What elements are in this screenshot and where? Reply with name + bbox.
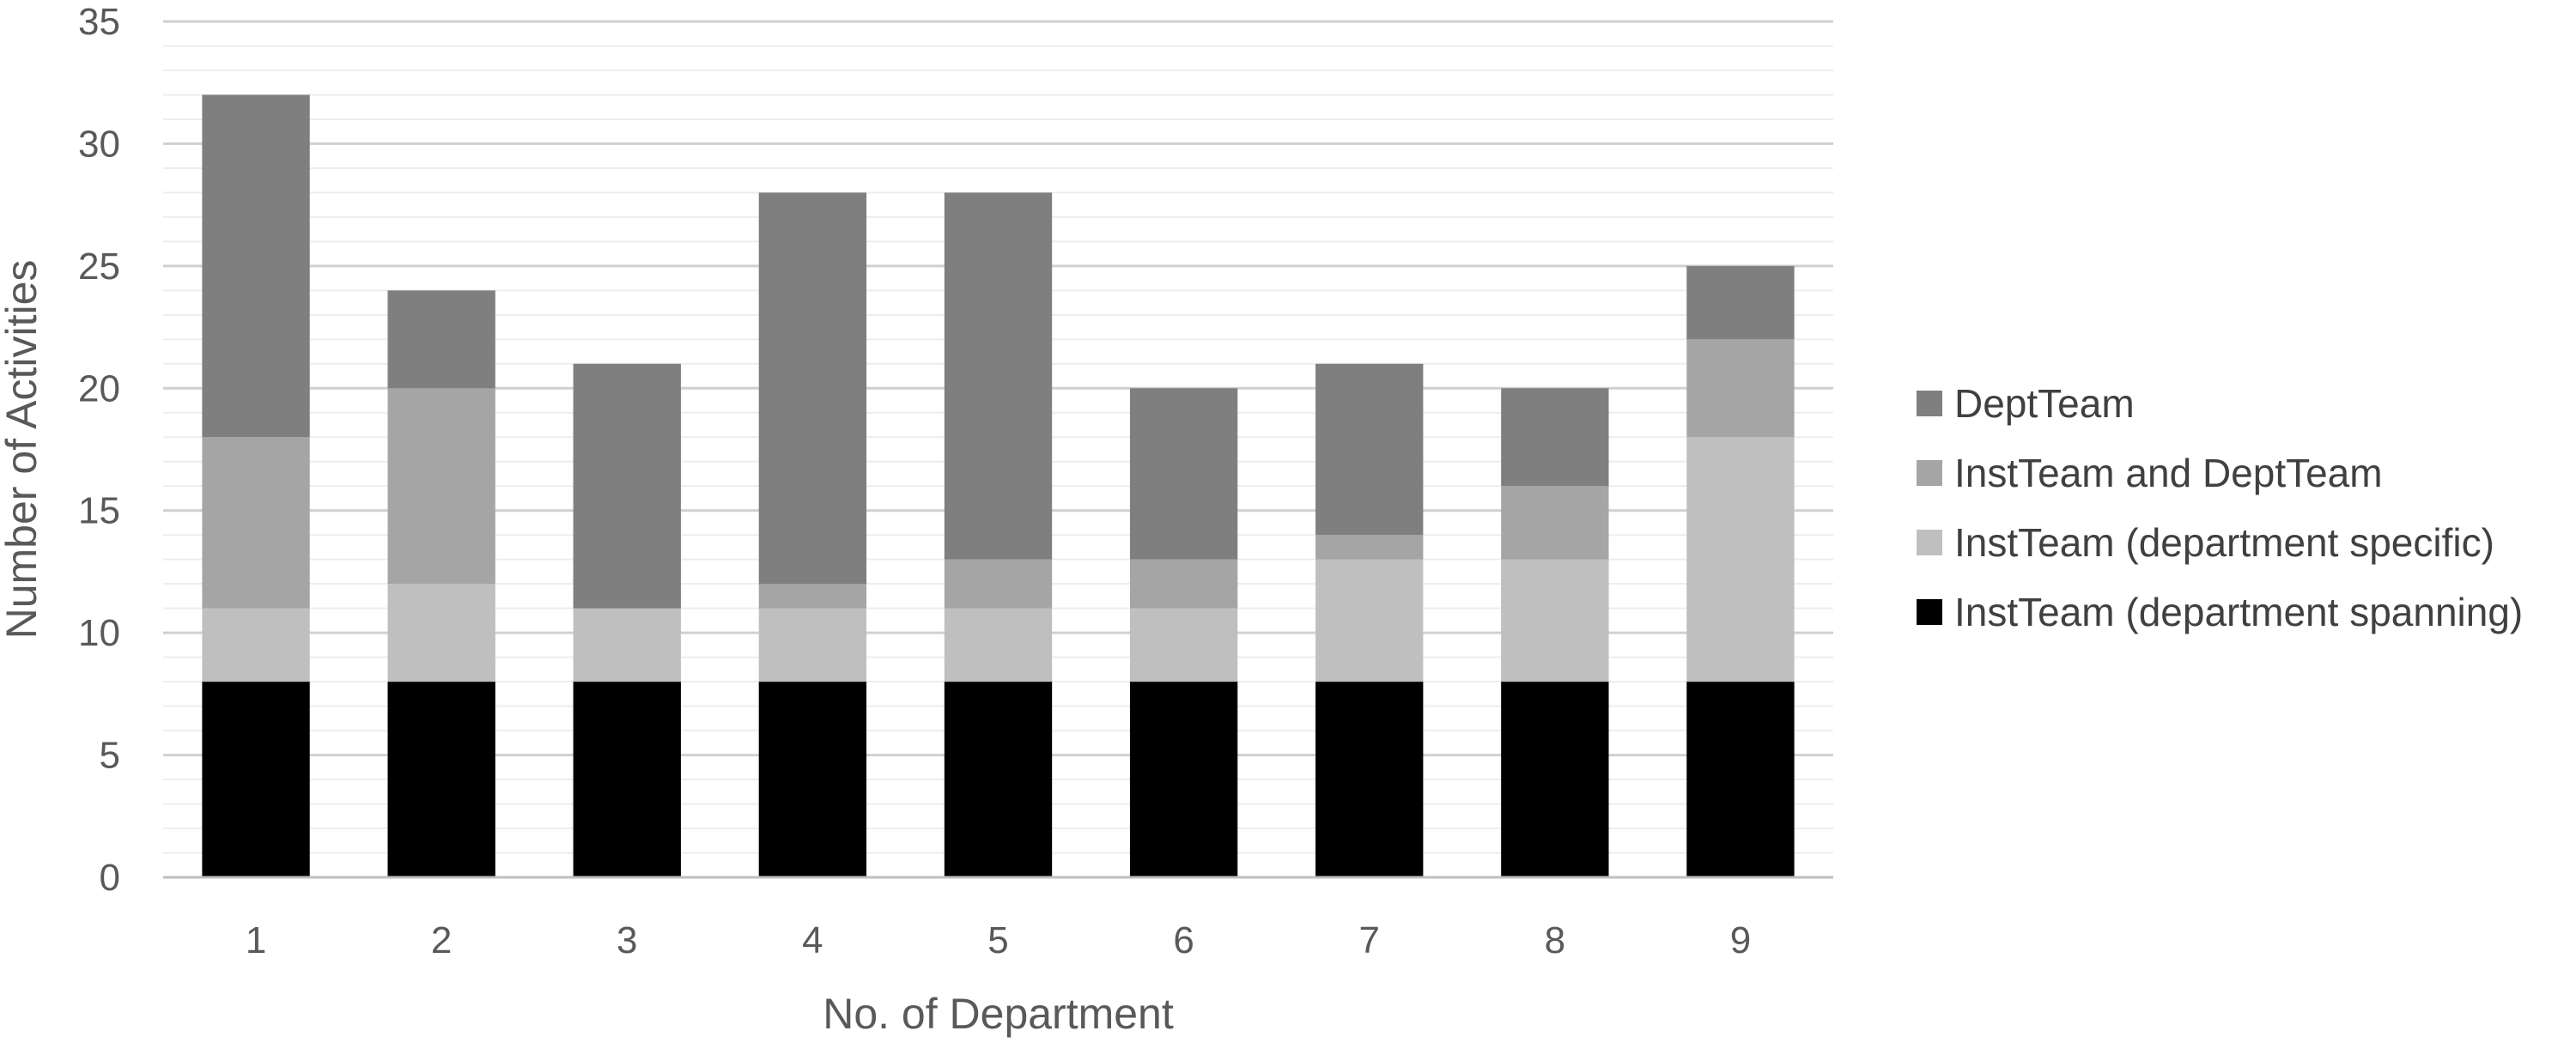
bar-segment xyxy=(758,192,867,585)
bar-segment xyxy=(202,608,310,682)
y-tick-label: 35 xyxy=(78,1,120,43)
x-tick-label: 4 xyxy=(802,919,823,961)
bar-segment xyxy=(1686,437,1795,682)
legend-label: DeptTeam xyxy=(1954,381,2135,426)
bar-segment xyxy=(387,290,495,389)
bar-segment xyxy=(202,94,310,438)
legend-swatch xyxy=(1917,530,1942,555)
bar-segment xyxy=(1129,559,1238,609)
bar-segment xyxy=(758,584,867,609)
bar-segment xyxy=(1129,608,1238,682)
x-tick-label: 9 xyxy=(1730,919,1751,961)
bar-segment xyxy=(1501,682,1609,877)
bar-segment xyxy=(202,682,310,877)
bar-segment xyxy=(573,363,681,609)
bar-segment xyxy=(1501,486,1609,560)
bar-segment xyxy=(573,682,681,877)
bar-segment xyxy=(1501,559,1609,682)
bars xyxy=(202,94,1795,877)
x-tick-label: 2 xyxy=(431,919,452,961)
y-axis-ticks: 0 5 10 15 20 25 30 35 xyxy=(78,1,120,899)
y-tick-label: 15 xyxy=(78,490,120,532)
bar-segment xyxy=(944,608,1053,682)
legend-swatch xyxy=(1917,599,1942,625)
bar-segment xyxy=(944,682,1053,877)
y-tick-label: 20 xyxy=(78,367,120,409)
legend-label: InstTeam and DeptTeam xyxy=(1954,451,2383,495)
x-tick-label: 3 xyxy=(617,919,637,961)
x-axis-ticks: 1 2 3 4 5 6 7 8 9 xyxy=(246,919,1751,961)
legend-swatch xyxy=(1917,391,1942,416)
bar-segment xyxy=(1686,682,1795,877)
bar-segment xyxy=(1315,363,1424,536)
x-tick-label: 1 xyxy=(246,919,266,961)
y-tick-label: 5 xyxy=(100,735,120,777)
x-axis-title: No. of Department xyxy=(823,990,1174,1038)
bar-segment xyxy=(1315,535,1424,560)
bar-segment xyxy=(1315,559,1424,682)
bar-segment xyxy=(758,682,867,877)
x-tick-label: 7 xyxy=(1358,919,1379,961)
bar-segment xyxy=(1315,682,1424,877)
x-tick-label: 8 xyxy=(1545,919,1565,961)
bar-segment xyxy=(387,584,495,682)
legend-swatch xyxy=(1917,460,1942,486)
bar-segment xyxy=(1686,339,1795,438)
legend-label: InstTeam (department specific) xyxy=(1954,520,2494,565)
legend-label: InstTeam (department spanning) xyxy=(1954,590,2523,634)
bar-segment xyxy=(758,608,867,682)
bar-segment xyxy=(1129,388,1238,560)
bar-segment xyxy=(1501,388,1609,487)
bar-segment xyxy=(1686,265,1795,340)
bar-segment xyxy=(202,437,310,609)
bar-segment xyxy=(944,192,1053,560)
bar-segment xyxy=(1129,682,1238,877)
x-tick-label: 6 xyxy=(1173,919,1194,961)
bar-segment xyxy=(944,559,1053,609)
y-tick-label: 25 xyxy=(78,246,120,288)
bar-segment xyxy=(573,608,681,682)
y-tick-label: 30 xyxy=(78,123,120,165)
bar-segment xyxy=(387,682,495,877)
y-tick-label: 10 xyxy=(78,612,120,654)
bar-segment xyxy=(387,388,495,585)
legend: DeptTeam InstTeam and DeptTeam InstTeam (d… xyxy=(1917,381,2523,634)
y-axis-title: Number of Activities xyxy=(0,260,46,640)
x-tick-label: 5 xyxy=(987,919,1008,961)
y-tick-label: 0 xyxy=(100,857,120,899)
